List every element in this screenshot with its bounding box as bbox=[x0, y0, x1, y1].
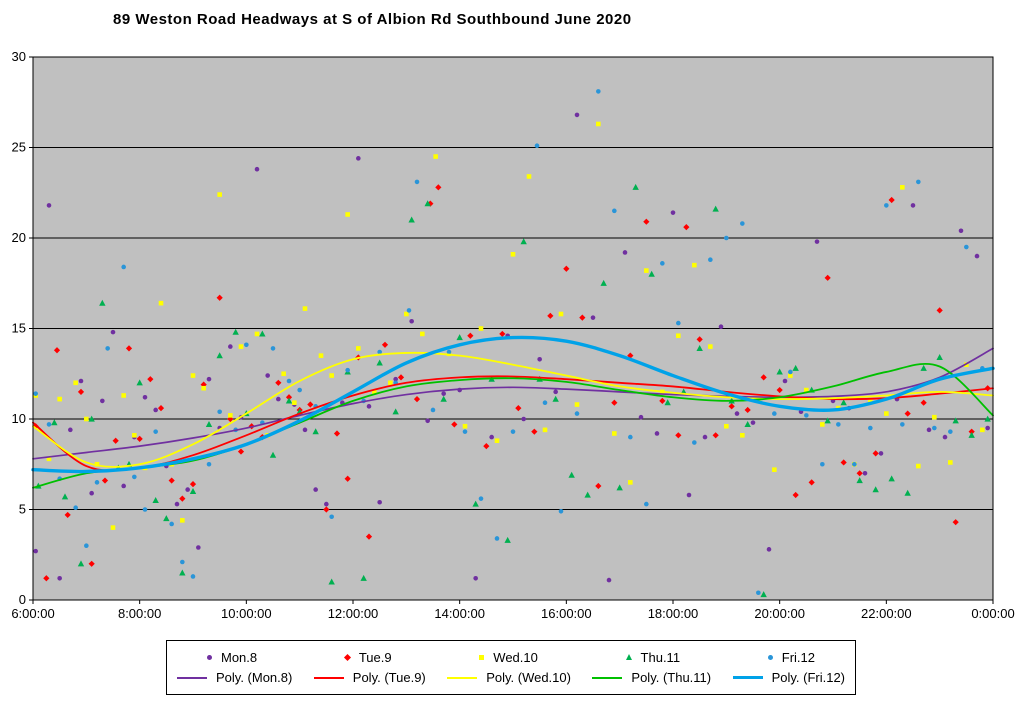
poly-wed10-line-icon bbox=[447, 676, 478, 679]
legend-item-mon8: Mon.8 bbox=[207, 650, 257, 665]
plot-svg: 0 5 10 15 20 25 30 6:00:00 8:00:00 10:00:00 12:00:… bbox=[11, 49, 1014, 621]
x-axis-label: 8:00:00 bbox=[118, 606, 161, 621]
legend-marker-row: Mon.8 Tue.9 Wed.10 Thu.11 Fri.12 bbox=[177, 650, 845, 665]
legend-label: Mon.8 bbox=[221, 649, 258, 665]
legend-label: Fri.12 bbox=[781, 649, 815, 665]
tue9-marker-icon bbox=[343, 653, 351, 661]
curve-Poly. (Wed.10) bbox=[32, 351, 994, 468]
legend-label: Wed.10 bbox=[493, 649, 538, 665]
plot-border bbox=[32, 56, 994, 601]
legend-item-fri12: Fri.12 bbox=[767, 649, 815, 665]
legend-label: Poly. (Thu.11) bbox=[631, 670, 712, 686]
y-axis-label: 5 bbox=[19, 502, 26, 517]
series-points-Mon.8 bbox=[33, 112, 990, 583]
y-axis-label: 25 bbox=[12, 140, 26, 155]
legend-label: Poly. (Mon.8) bbox=[216, 670, 293, 686]
poly-fri12-line-icon bbox=[732, 676, 763, 680]
legend-label: Tue.9 bbox=[358, 649, 392, 665]
y-axis-label: 0 bbox=[19, 592, 26, 607]
x-axis-label: 16:00:00 bbox=[541, 606, 592, 621]
poly-tue9-line-icon bbox=[313, 676, 344, 679]
wed10-marker-icon bbox=[479, 654, 485, 660]
legend-label: Poly. (Wed.10) bbox=[486, 670, 571, 686]
y-axis-label: 30 bbox=[12, 49, 26, 64]
fri12-marker-icon bbox=[767, 654, 773, 660]
x-axis-label: 10:00:00 bbox=[221, 606, 272, 621]
thu11-marker-icon bbox=[625, 654, 632, 661]
curve-Poly. (Fri.12) bbox=[31, 335, 995, 474]
curve-Poly. (Tue.9) bbox=[32, 375, 994, 472]
legend-label: Poly. (Tue.9) bbox=[352, 670, 426, 686]
legend-line-row: Poly. (Mon.8) Poly. (Tue.9) Poly. (Wed.1… bbox=[177, 670, 845, 685]
y-axis-label: 20 bbox=[12, 230, 26, 245]
y-axis-label: 15 bbox=[12, 321, 26, 336]
series-points-Thu.11 bbox=[35, 183, 991, 598]
series-points-Tue.9 bbox=[32, 184, 991, 582]
legend-item-poly-wed10: Poly. (Wed.10) bbox=[447, 670, 571, 685]
legend-label: Poly. (Fri.12) bbox=[771, 670, 845, 686]
series-points-Fri.12 bbox=[33, 89, 985, 596]
poly-thu11-line-icon bbox=[592, 676, 623, 679]
legend-item-poly-mon8: Poly. (Mon.8) bbox=[177, 670, 292, 685]
legend-item-poly-thu11: Poly. (Thu.11) bbox=[592, 670, 711, 685]
x-axis-label: 0:00:00 bbox=[971, 606, 1014, 621]
x-axis-label: 6:00:00 bbox=[11, 606, 54, 621]
y-axis-label: 10 bbox=[12, 411, 26, 426]
legend-item-tue9: Tue.9 bbox=[343, 649, 392, 665]
x-axis-label: 12:00:00 bbox=[328, 606, 379, 621]
curve-Poly. (Thu.11) bbox=[32, 362, 994, 489]
curve-Poly. (Mon.8) bbox=[32, 347, 994, 460]
legend-item-poly-fri12: Poly. (Fri.12) bbox=[732, 670, 845, 686]
chart-title: 89 Weston Road Headways at S of Albion R… bbox=[113, 11, 632, 28]
legend-item-wed10: Wed.10 bbox=[479, 650, 538, 665]
poly-mon8-line-icon bbox=[177, 676, 207, 679]
x-axis-label: 18:00:00 bbox=[648, 606, 699, 621]
legend-item-thu11: Thu.11 bbox=[625, 649, 681, 665]
x-axis-label: 20:00:00 bbox=[754, 606, 805, 621]
legend-label: Thu.11 bbox=[640, 649, 681, 665]
legend: Mon.8 Tue.9 Wed.10 Thu.11 Fri.12 Po bbox=[166, 640, 856, 695]
x-axis-label: 22:00:00 bbox=[861, 606, 912, 621]
x-axis-label: 14:00:00 bbox=[434, 606, 485, 621]
legend-item-poly-tue9: Poly. (Tue.9) bbox=[313, 670, 426, 686]
mon8-marker-icon bbox=[207, 654, 212, 660]
